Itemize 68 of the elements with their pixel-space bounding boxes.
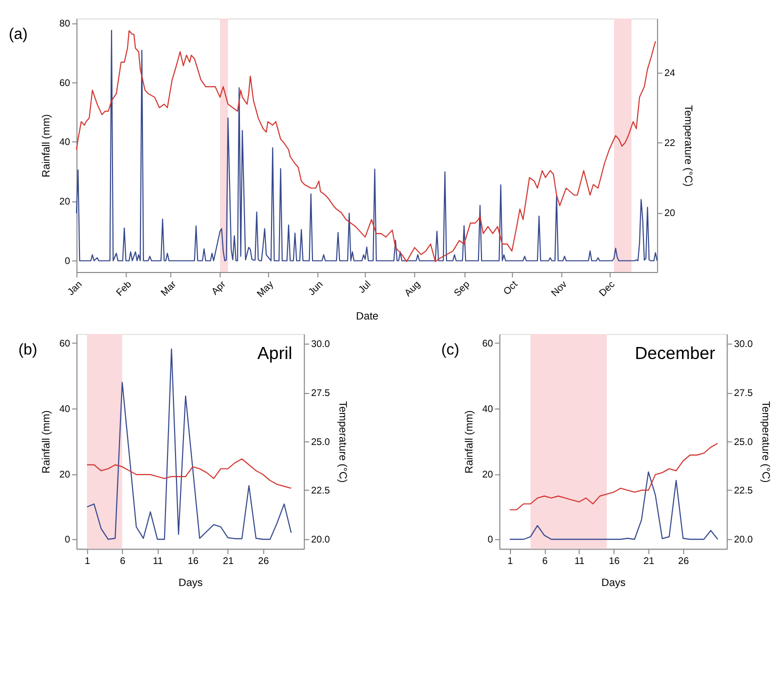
x-tick-label: 16 (188, 556, 198, 567)
y2-tick-label: 20 (664, 208, 676, 219)
line-series (86, 458, 292, 489)
y-axis-title: Rainfall (mm) (40, 114, 53, 178)
text: (c) (441, 341, 460, 358)
y2-tick-label: 24 (664, 68, 676, 80)
x-tick-label: Dec (597, 279, 618, 300)
y-tick-label: 40 (59, 137, 70, 148)
y2-tick-label: 22 (664, 138, 676, 150)
x-tick-label: Oct (502, 278, 520, 298)
y-tick-label: 20 (59, 196, 70, 208)
y-tick-label: 0 (488, 534, 494, 546)
y-tick-label: 0 (64, 534, 70, 546)
y2-tick-label: 30.0 (734, 339, 753, 350)
x-tick-label: 21 (222, 556, 234, 567)
y2-tick-label: 25.0 (311, 436, 330, 448)
x-tick-label: Feb (114, 279, 134, 299)
y-tick-label: 80 (59, 18, 70, 30)
x-tick-label: 26 (258, 556, 269, 567)
y-tick-label: 60 (59, 338, 70, 350)
y2-tick-label: 22.5 (734, 486, 753, 497)
y2-axis-title: Temperature (°C) (682, 104, 694, 187)
y-tick-label: 40 (59, 404, 70, 415)
x-tick-label: Aug (402, 279, 423, 300)
y-tick-label: 60 (482, 338, 494, 350)
x-tick-label: Jun (306, 279, 326, 298)
y-axis-title: Rainfall (mm) (40, 410, 53, 474)
text: (a) (8, 26, 28, 43)
x-tick-label: 1 (84, 556, 90, 567)
y2-tick-label: 20.0 (734, 534, 753, 546)
x-tick-label: 1 (508, 556, 513, 567)
y-tick-label: 0 (64, 256, 70, 268)
x-axis-title: Date (356, 310, 379, 322)
y-axis-title: Rainfall (mm) (464, 410, 476, 474)
x-tick-label: 6 (120, 556, 126, 567)
text: April (257, 343, 292, 364)
x-axis-title: Days (178, 577, 203, 590)
y2-axis-title: Temperature (°C) (760, 401, 772, 483)
line-series (86, 348, 292, 540)
line-series (509, 471, 718, 540)
text: (b) (18, 341, 38, 358)
x-tick-label: 26 (678, 556, 689, 567)
text: December (634, 343, 716, 364)
y-tick-label: 20 (482, 469, 494, 480)
y2-tick-label: 25.0 (734, 436, 753, 448)
y2-tick-label: 27.5 (734, 388, 753, 399)
y-tick-label: 60 (59, 78, 70, 89)
y-tick-label: 20 (59, 469, 70, 480)
x-tick-label: Mar (159, 278, 180, 299)
y2-tick-label: 20.0 (311, 534, 330, 546)
x-tick-label: 16 (608, 556, 620, 567)
x-tick-label: 11 (574, 556, 585, 567)
x-tick-label: Apr (210, 278, 229, 298)
y2-tick-label: 30.0 (311, 339, 330, 350)
x-axis-title: Days (601, 577, 626, 590)
y2-tick-label: 22.5 (311, 486, 330, 497)
y-tick-label: 40 (482, 404, 494, 415)
x-tick-label: Nov (550, 279, 570, 300)
y2-axis-title: Temperature (°C) (336, 401, 349, 483)
x-tick-label: 11 (152, 556, 163, 567)
x-tick-label: 21 (644, 556, 654, 567)
x-tick-label: May (255, 278, 276, 300)
x-tick-label: 6 (542, 556, 548, 567)
x-tick-label: Jul (356, 279, 374, 296)
x-tick-label: Jan (66, 279, 85, 298)
y2-tick-label: 27.5 (311, 388, 330, 399)
x-tick-label: Sep (452, 279, 472, 300)
line-series (509, 442, 718, 510)
